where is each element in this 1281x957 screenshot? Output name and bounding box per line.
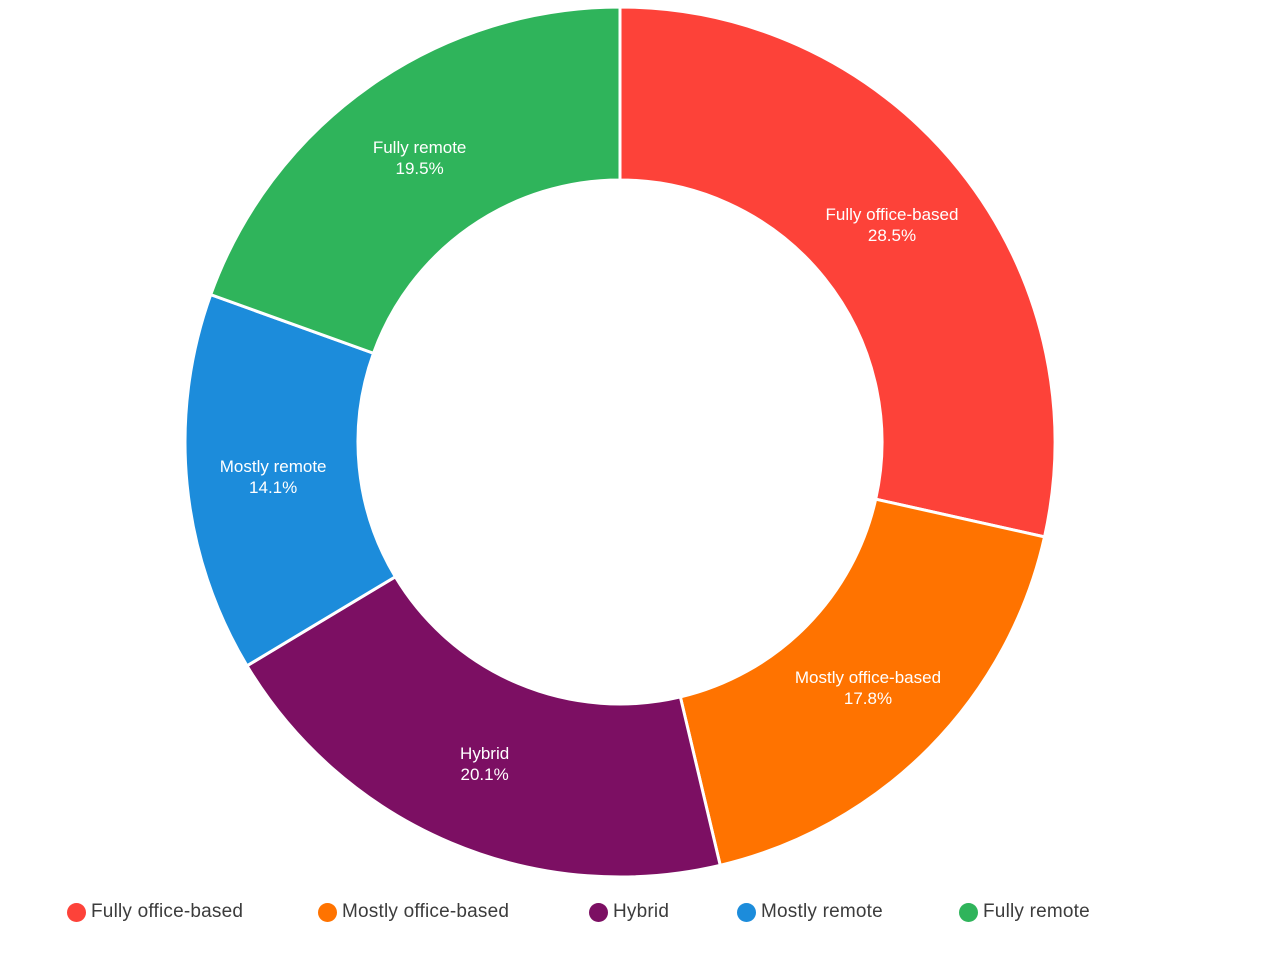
slice-label-percent: 19.5% (396, 159, 444, 178)
legend-item-fully-office-based[interactable]: Fully office-based (67, 901, 243, 923)
slice-label-percent: 20.1% (461, 765, 509, 784)
slice-label-name: Mostly office-based (795, 668, 941, 687)
slice-label-name: Hybrid (460, 744, 509, 763)
slice-mostly-remote[interactable] (183, 292, 398, 668)
legend-swatch-icon (318, 902, 337, 922)
slice-mostly-office-based[interactable] (678, 497, 1047, 868)
legend-label: Hybrid (613, 901, 670, 922)
legend-label: Fully office-based (91, 901, 244, 922)
slice-label-mostly-office-based: Mostly office-based 17.8% (795, 668, 941, 708)
slice-label-fully-remote: Fully remote 19.5% (373, 138, 467, 178)
legend-label: Mostly remote (761, 901, 883, 922)
legend-label: Mostly office-based (342, 901, 510, 922)
slice-label-hybrid: Hybrid 20.1% (460, 744, 509, 784)
slice-fully-office-based[interactable] (618, 5, 1057, 539)
slice-fully-remote[interactable] (208, 5, 622, 356)
legend-swatch-icon (589, 902, 608, 922)
legend-swatch-icon (959, 902, 978, 922)
legend-item-fully-remote[interactable]: Fully remote (959, 901, 1090, 923)
slice-label-fully-office-based: Fully office-based 28.5% (826, 205, 959, 245)
slice-label-percent: 28.5% (868, 226, 916, 245)
slice-label-mostly-remote: Mostly remote 14.1% (220, 457, 327, 497)
slice-label-name: Fully office-based (826, 205, 959, 224)
legend-swatch-icon (67, 902, 86, 922)
legend-item-hybrid[interactable]: Hybrid (589, 901, 669, 923)
legend-swatch-icon (737, 902, 756, 922)
legend-item-mostly-office-based[interactable]: Mostly office-based (318, 901, 509, 923)
slice-label-name: Fully remote (373, 138, 467, 157)
legend-label: Fully remote (983, 901, 1090, 922)
slice-label-percent: 14.1% (249, 478, 297, 497)
slice-label-percent: 17.8% (844, 689, 892, 708)
slice-hybrid[interactable] (244, 574, 723, 879)
legend-item-mostly-remote[interactable]: Mostly remote (737, 901, 883, 923)
slice-label-name: Mostly remote (220, 457, 327, 476)
